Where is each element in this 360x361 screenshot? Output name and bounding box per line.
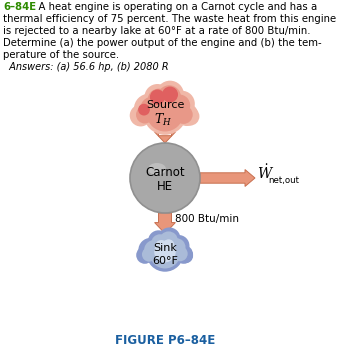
Ellipse shape	[145, 248, 185, 261]
Text: thermal efficiency of 75 percent. The waste heat from this engine: thermal efficiency of 75 percent. The wa…	[3, 14, 336, 24]
Text: net,out: net,out	[268, 175, 299, 184]
Circle shape	[150, 90, 165, 105]
Circle shape	[144, 84, 171, 110]
Circle shape	[146, 234, 184, 272]
Circle shape	[172, 246, 188, 261]
Circle shape	[142, 247, 156, 262]
FancyArrow shape	[200, 170, 255, 186]
Ellipse shape	[148, 163, 166, 175]
Circle shape	[154, 241, 176, 262]
Circle shape	[144, 240, 164, 260]
Circle shape	[163, 239, 174, 251]
Circle shape	[143, 91, 187, 135]
Text: 60°F: 60°F	[152, 256, 178, 266]
Circle shape	[138, 104, 150, 116]
Text: Carnot: Carnot	[145, 165, 185, 178]
Text: A heat engine is operating on a Carnot cycle and has a: A heat engine is operating on a Carnot c…	[32, 3, 317, 13]
Text: perature of the source.: perature of the source.	[3, 50, 119, 60]
FancyArrow shape	[154, 132, 175, 143]
Text: FIGURE P6–84E: FIGURE P6–84E	[115, 334, 215, 347]
Text: $T_H$: $T_H$	[154, 112, 172, 128]
Text: is rejected to a nearby lake at 60°F at a rate of 800 Btu/min.: is rejected to a nearby lake at 60°F at …	[3, 26, 310, 36]
Circle shape	[148, 230, 169, 251]
Circle shape	[162, 87, 178, 103]
Circle shape	[179, 249, 193, 263]
Circle shape	[136, 106, 154, 123]
Circle shape	[140, 97, 165, 121]
Circle shape	[159, 231, 178, 250]
FancyArrow shape	[154, 213, 175, 234]
Circle shape	[148, 89, 170, 110]
Text: Answers: (a) 56.6 hp, (b) 2080 R: Answers: (a) 56.6 hp, (b) 2080 R	[3, 61, 168, 71]
Circle shape	[130, 105, 152, 126]
Circle shape	[174, 105, 193, 124]
Text: $\dot{W}$: $\dot{W}$	[257, 164, 274, 182]
Circle shape	[134, 94, 164, 124]
Text: HE: HE	[157, 179, 173, 192]
Circle shape	[168, 95, 190, 116]
Circle shape	[169, 91, 195, 117]
Text: 6–84E: 6–84E	[3, 3, 36, 13]
Text: Source: Source	[146, 100, 184, 110]
Circle shape	[149, 238, 180, 269]
Circle shape	[136, 247, 153, 264]
Circle shape	[181, 107, 199, 126]
Text: Determine (a) the power output of the engine and (b) the tem-: Determine (a) the power output of the en…	[3, 38, 321, 48]
Circle shape	[158, 227, 180, 250]
Circle shape	[174, 245, 193, 264]
Circle shape	[130, 143, 200, 213]
Circle shape	[167, 238, 185, 256]
Text: 800 Btu/min: 800 Btu/min	[175, 214, 239, 224]
Circle shape	[176, 103, 198, 126]
Circle shape	[147, 95, 184, 131]
Text: Sink: Sink	[153, 243, 177, 253]
Circle shape	[156, 81, 184, 108]
Circle shape	[151, 234, 168, 252]
Circle shape	[138, 238, 163, 262]
Circle shape	[157, 85, 181, 109]
Circle shape	[155, 240, 168, 253]
Circle shape	[168, 235, 189, 257]
Ellipse shape	[141, 107, 189, 123]
